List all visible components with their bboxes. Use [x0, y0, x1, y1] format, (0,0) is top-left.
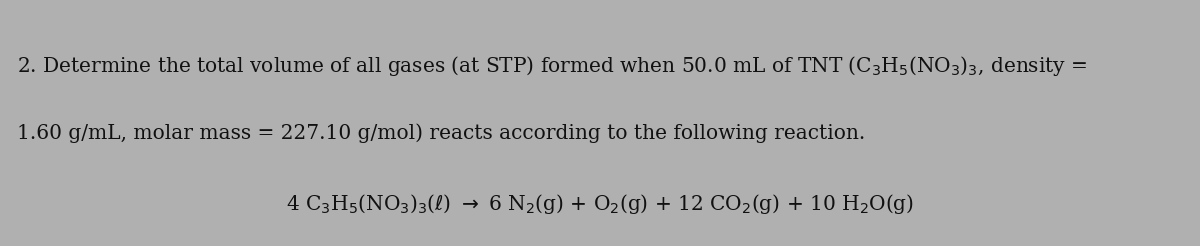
Text: 2. Determine the total volume of all gases (at STP) formed when 50.0 mL of TNT (: 2. Determine the total volume of all gas… [17, 54, 1087, 78]
Text: 1.60 g/mL, molar mass = 227.10 g/mol) reacts according to the following reaction: 1.60 g/mL, molar mass = 227.10 g/mol) re… [17, 123, 865, 143]
Text: 4 C$_3$H$_5$(NO$_3$)$_3$($\ell$) $\rightarrow$ 6 N$_2$(g) + O$_2$(g) + 12 CO$_2$: 4 C$_3$H$_5$(NO$_3$)$_3$($\ell$) $\right… [286, 192, 914, 216]
